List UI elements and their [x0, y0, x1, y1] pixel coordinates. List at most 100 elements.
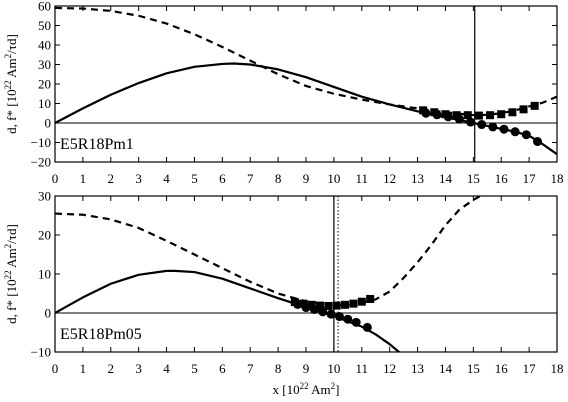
panel-2: 0 1 2 3 4 5 6 7 8 9 10 11 12 13 14 15 16 17 18−100102030E5… — [3, 189, 564, 398]
circle-marker — [521, 130, 531, 140]
y-tick-label: 40 — [38, 38, 51, 53]
x-tick-label: 11 — [356, 361, 369, 376]
square-marker — [508, 108, 517, 117]
square-marker — [349, 299, 358, 308]
x-tick-label: 11 — [356, 171, 369, 186]
x-tick-label: 5 — [191, 171, 198, 186]
circle-marker — [351, 317, 361, 327]
x-tick-label: 13 — [411, 361, 424, 376]
square-marker — [307, 300, 316, 309]
x-tick-label: 4 — [163, 171, 170, 186]
circle-marker — [318, 307, 328, 317]
square-marker — [357, 297, 366, 306]
x-tick-label: 8 — [275, 171, 282, 186]
panel-label: E5R18Pm05 — [60, 326, 142, 343]
y-axis-title: d, f* [1022 Am2/τd] — [3, 224, 19, 324]
panel-label: E5R18Pm1 — [60, 136, 134, 153]
series-line-dashed — [55, 196, 483, 307]
x-tick-label: 1 — [80, 361, 87, 376]
x-tick-label: 16 — [495, 171, 509, 186]
x-tick-label: 10 — [327, 171, 340, 186]
x-tick-label: 14 — [439, 171, 453, 186]
circle-marker — [488, 122, 498, 132]
square-marker — [341, 300, 350, 309]
y-tick-label: 10 — [38, 96, 51, 111]
y-tick-label: 60 — [38, 0, 51, 14]
x-tick-label: 2 — [108, 171, 115, 186]
circle-marker — [466, 117, 476, 127]
series-group — [55, 196, 483, 352]
x-tick-label: 1 — [80, 171, 87, 186]
x-tick-label: 12 — [383, 171, 396, 186]
square-marker — [530, 101, 539, 110]
square-marker — [315, 301, 324, 310]
series-line-dashed — [55, 6, 557, 117]
x-tick-label: 0 — [52, 171, 59, 186]
square-marker — [474, 111, 483, 120]
circle-marker — [477, 120, 487, 130]
circle-marker — [334, 312, 344, 322]
x-tick-label: 0 — [52, 361, 59, 376]
circle-marker — [326, 309, 336, 319]
circle-marker — [443, 112, 453, 122]
x-tick-label: 3 — [135, 361, 142, 376]
x-tick-label: 12 — [383, 361, 396, 376]
x-tick-label: 14 — [439, 361, 453, 376]
circle-marker — [301, 303, 311, 313]
y-axis-title: d, f* [1022 Am2/τd] — [3, 34, 19, 134]
panel-1: 0 1 2 3 4 5 6 7 8 9 10 11 12 13 14 15 16 17 18−20−10010203… — [3, 0, 564, 186]
circle-marker — [309, 304, 319, 314]
circle-marker — [421, 108, 431, 118]
circle-marker — [510, 127, 520, 137]
square-marker — [452, 111, 461, 120]
x-tick-label: 9 — [303, 171, 310, 186]
circle-marker — [362, 322, 372, 332]
y-tick-label: 30 — [38, 189, 51, 204]
x-tick-label: 18 — [551, 361, 564, 376]
square-marker — [519, 105, 528, 114]
circle-marker — [532, 137, 542, 147]
x-tick-label: 7 — [247, 361, 254, 376]
square-marker — [486, 111, 495, 120]
y-tick-label: 20 — [38, 228, 51, 243]
circle-marker — [343, 314, 353, 324]
x-tick-label: 17 — [523, 171, 537, 186]
y-tick-label: 10 — [38, 267, 51, 282]
y-tick-label: 0 — [45, 306, 52, 321]
y-tick-label: −10 — [31, 345, 51, 360]
x-tick-label: 4 — [163, 361, 170, 376]
y-tick-label: −10 — [31, 135, 51, 150]
x-tick-label: 2 — [108, 361, 115, 376]
y-tick-label: 30 — [38, 57, 51, 72]
x-tick-label: 10 — [327, 361, 340, 376]
x-tick-label: 5 — [191, 361, 198, 376]
square-marker — [324, 301, 333, 310]
x-tick-label: 6 — [219, 361, 226, 376]
square-marker — [332, 301, 341, 310]
x-tick-label: 18 — [551, 171, 564, 186]
x-tick-label: 8 — [275, 361, 282, 376]
y-tick-label: −20 — [31, 155, 51, 170]
x-tick-label: 16 — [495, 361, 509, 376]
square-marker — [497, 110, 506, 119]
circle-marker — [499, 124, 509, 134]
x-tick-label: 15 — [467, 361, 480, 376]
x-tick-label: 7 — [247, 171, 254, 186]
x-tick-label: 3 — [135, 171, 142, 186]
square-marker — [366, 294, 375, 303]
y-tick-label: 50 — [38, 18, 51, 33]
x-tick-label: 17 — [523, 361, 537, 376]
square-marker — [299, 299, 308, 308]
x-tick-label: 13 — [411, 171, 424, 186]
x-axis-title: x [1022 Am2] — [273, 381, 340, 397]
circle-marker — [454, 114, 464, 124]
x-tick-label: 6 — [219, 171, 226, 186]
square-marker — [463, 111, 472, 120]
series-group — [55, 6, 557, 156]
y-tick-label: 0 — [45, 116, 52, 131]
circle-marker — [432, 110, 442, 120]
x-tick-label: 9 — [303, 361, 310, 376]
y-tick-label: 20 — [38, 77, 51, 92]
